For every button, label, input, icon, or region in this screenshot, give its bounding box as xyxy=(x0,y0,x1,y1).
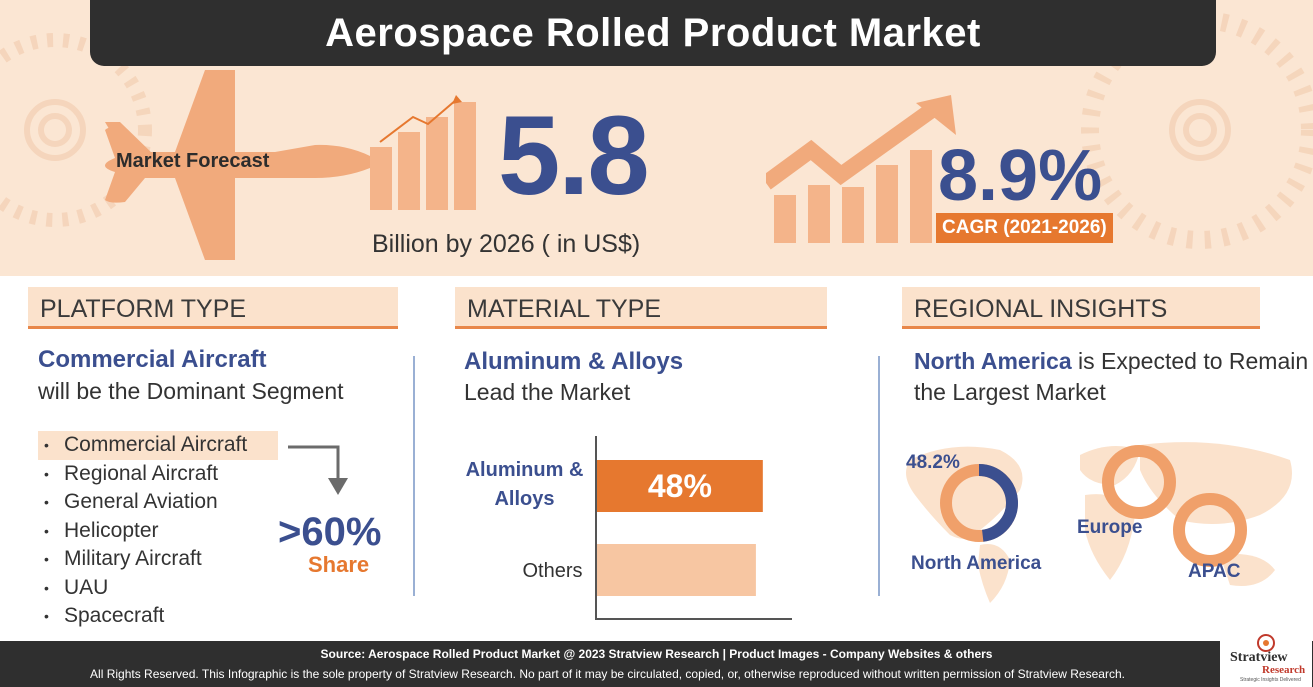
cagr-value: 8.9% xyxy=(938,136,1103,216)
regional-headline-rest: is Expected to Remain the Largest Market xyxy=(914,348,1309,405)
bar xyxy=(597,460,763,512)
footer-source: Source: Aerospace Rolled Product Market … xyxy=(320,647,993,661)
pointer-arrow-icon xyxy=(288,445,348,495)
share-value: >60% xyxy=(278,510,382,554)
logo-icon xyxy=(1257,634,1275,652)
material-bar-chart: 48% xyxy=(595,436,792,620)
list-item: • Regional Aircraft xyxy=(44,461,219,485)
list-item: • Spacecraft xyxy=(44,604,165,628)
footer: Source: Aerospace Rolled Product Market … xyxy=(0,641,1313,687)
stratview-logo: Stratview Research Strategic Insights De… xyxy=(1220,630,1312,687)
north-america-label: North America xyxy=(911,553,1042,574)
airplane-icon xyxy=(105,70,378,260)
divider xyxy=(878,356,880,596)
europe-label: Europe xyxy=(1077,517,1143,538)
logo-line1: Stratview xyxy=(1230,650,1288,665)
bar-category-label: Others xyxy=(522,560,583,582)
cagr-label: CAGR (2021-2026) xyxy=(936,213,1113,243)
footer-rights: All Rights Reserved. This Infographic is… xyxy=(90,667,1125,681)
platform-headline: Commercial Aircraft xyxy=(38,346,267,373)
forecast-banner: Aerospace Rolled Product Market Market F… xyxy=(0,0,1313,276)
region-donuts xyxy=(940,445,1247,567)
list-item: • Commercial Aircraft xyxy=(38,431,278,460)
growth-bars-icon xyxy=(370,95,476,210)
bar xyxy=(597,544,756,596)
turbine-left-icon xyxy=(0,11,1313,249)
forecast-value: 5.8 xyxy=(498,93,650,218)
europe-donut xyxy=(1102,445,1176,519)
platform-list: • Commercial Aircraft • Regional Aircraft … xyxy=(38,431,278,631)
bar-data-label: 48% xyxy=(648,468,712,504)
material-heading: MATERIAL TYPE xyxy=(455,287,827,329)
share-label: Share xyxy=(308,552,370,577)
apac-donut xyxy=(1173,493,1247,567)
regional-headline-bold: North America xyxy=(914,348,1072,374)
list-item: • General Aviation xyxy=(44,490,218,514)
forecast-unit: Billion by 2026 ( in US$) xyxy=(372,230,641,258)
page-title: Aerospace Rolled Product Market xyxy=(325,10,981,55)
divider xyxy=(413,356,415,596)
platform-heading: PLATFORM TYPE xyxy=(28,287,398,329)
apac-label: APAC xyxy=(1188,561,1241,582)
logo-tagline: Strategic Insights Delivered xyxy=(1240,677,1301,683)
regional-heading: REGIONAL INSIGHTS xyxy=(902,287,1260,329)
list-item: • Military Aircraft xyxy=(44,547,202,571)
logo-line2: Research xyxy=(1262,664,1306,676)
north-america-donut xyxy=(940,464,1018,542)
material-headline: Aluminum & Alloys xyxy=(464,348,684,375)
title-bar: Aerospace Rolled Product Market xyxy=(90,0,1216,66)
material-subline: Lead the Market xyxy=(464,379,631,405)
list-item: • Helicopter xyxy=(44,518,159,542)
world-map-icon xyxy=(906,442,1292,603)
list-item: • UAU xyxy=(44,575,109,599)
north-america-share: 48.2% xyxy=(906,452,960,473)
bar-category-label: Aluminum & Alloys xyxy=(465,459,584,510)
regional-headline: North America is Expected to Remain the … xyxy=(914,346,1313,408)
forecast-label: Market Forecast xyxy=(116,150,270,172)
trend-arrow-icon xyxy=(766,95,956,243)
platform-subline: will be the Dominant Segment xyxy=(38,378,344,404)
